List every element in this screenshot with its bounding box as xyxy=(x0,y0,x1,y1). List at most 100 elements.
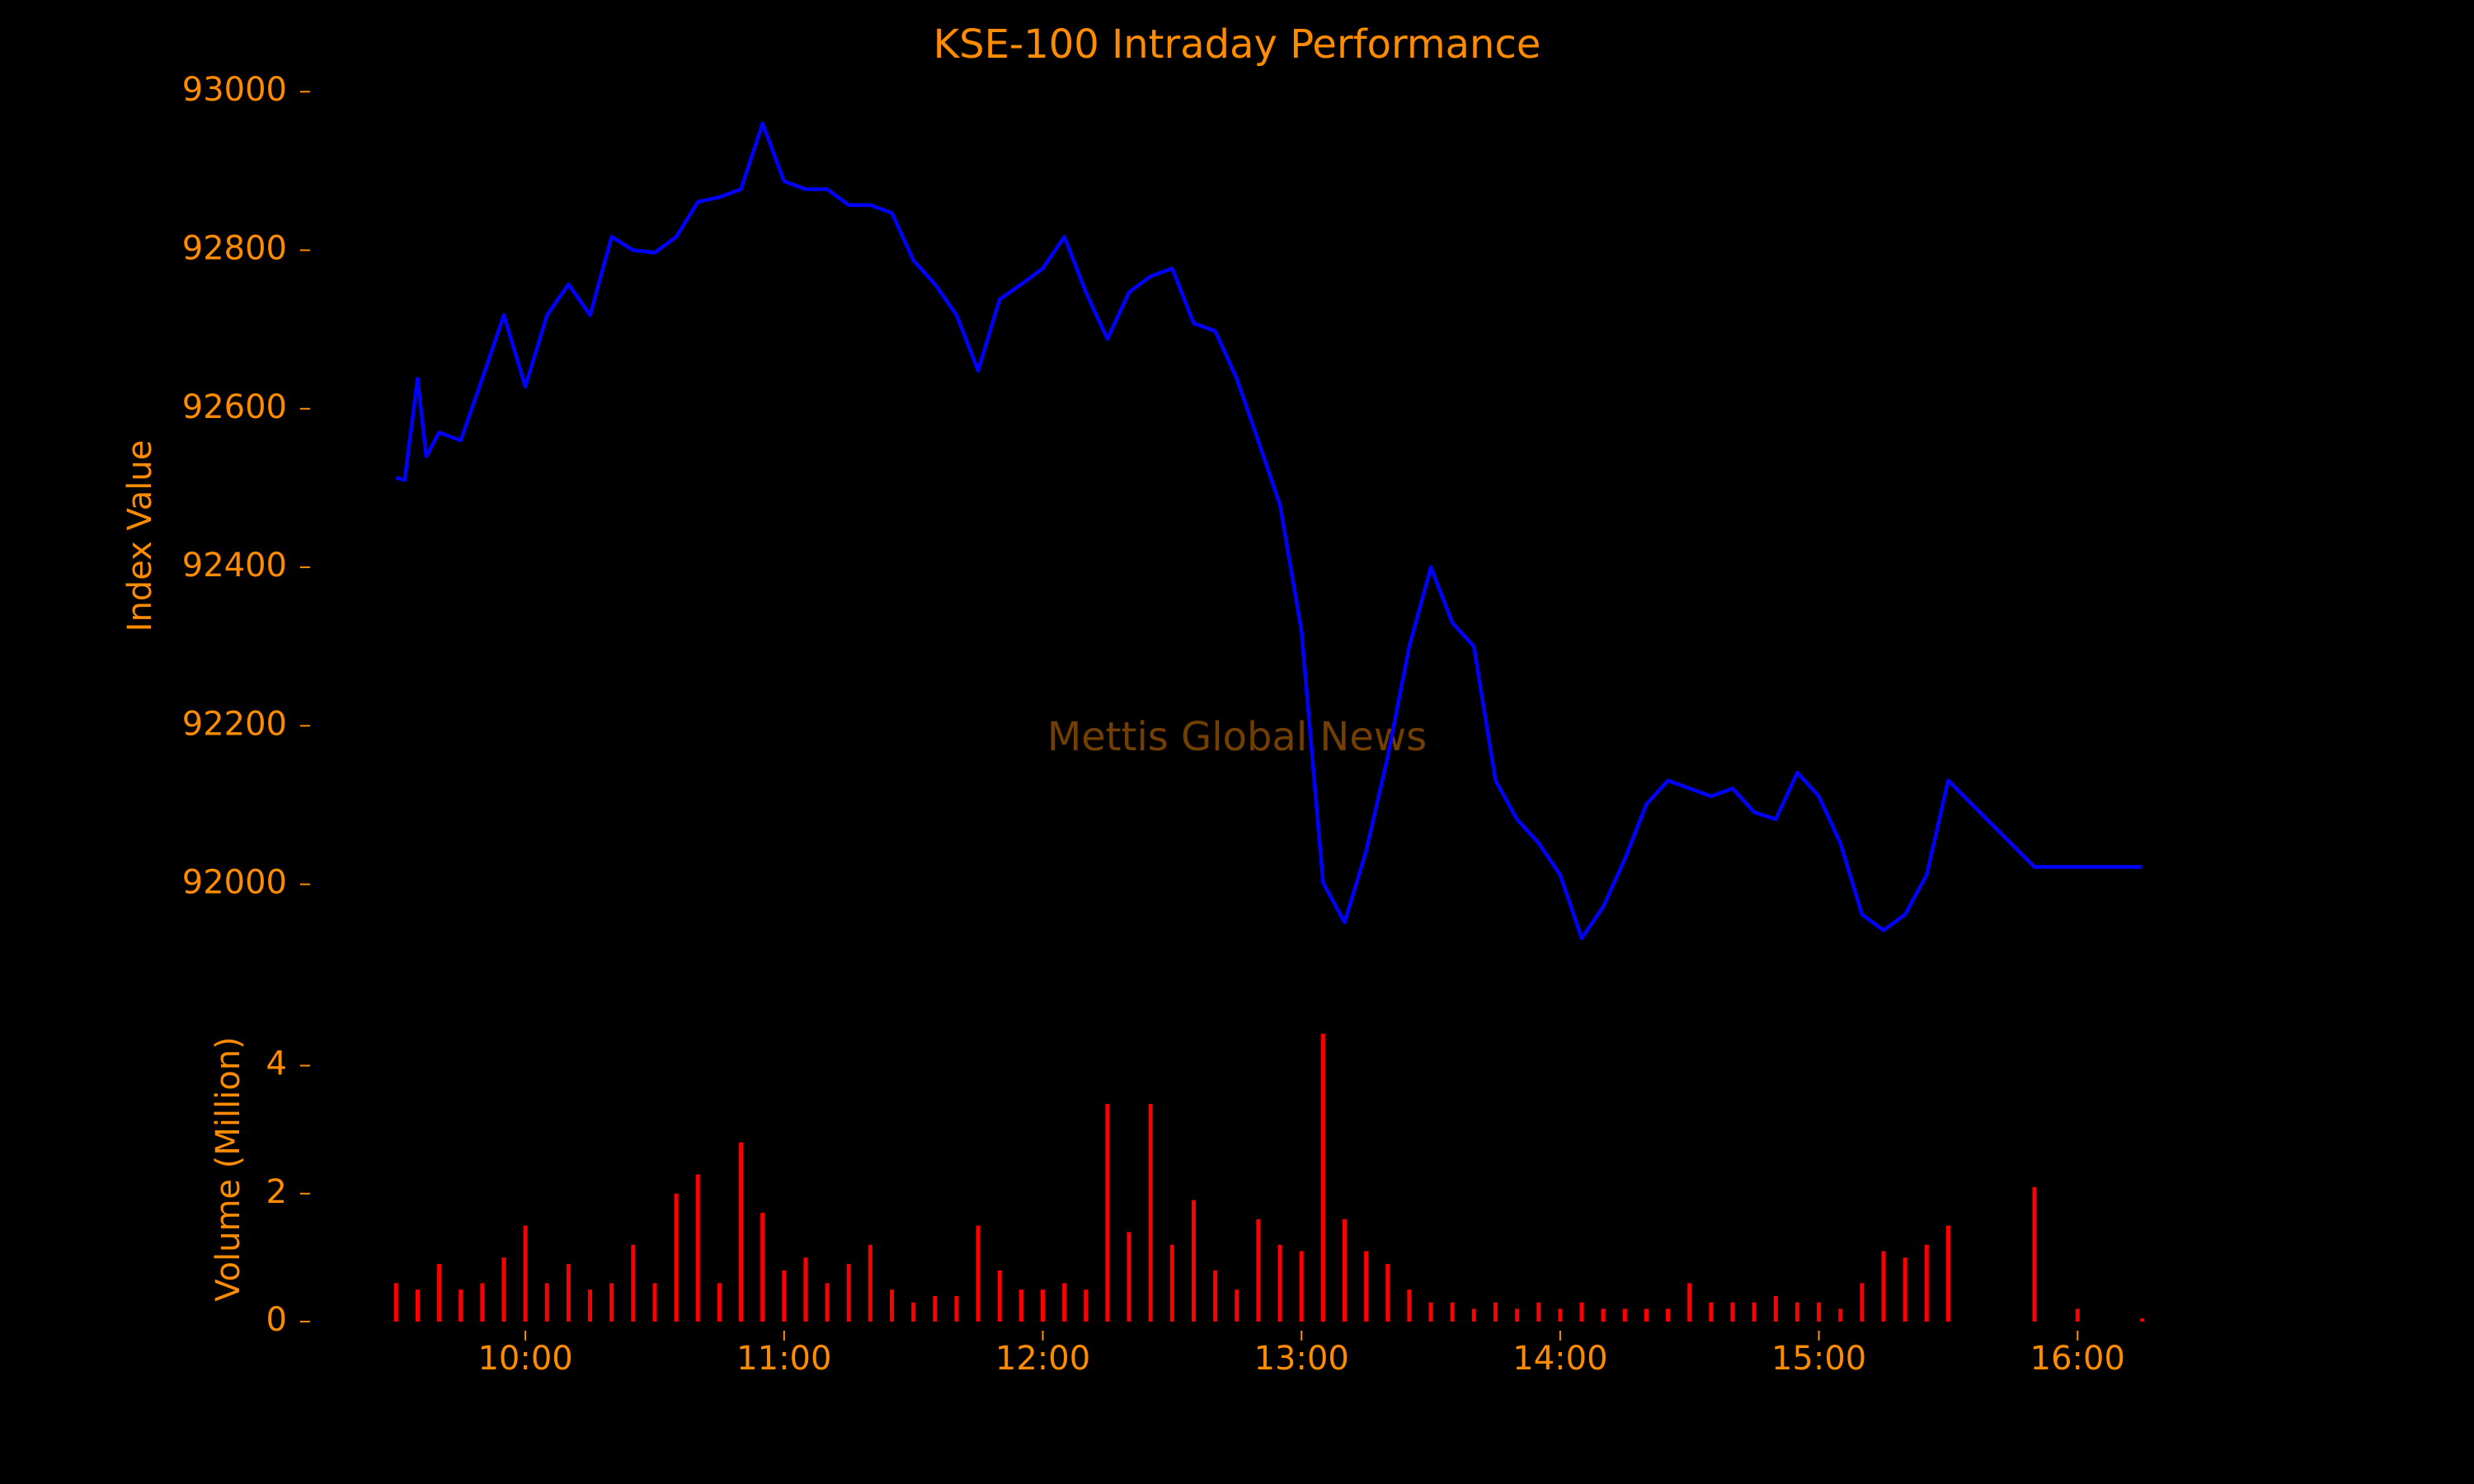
volume-bar xyxy=(997,1270,1002,1322)
volume-bar xyxy=(739,1142,744,1322)
volume-bar xyxy=(954,1295,959,1322)
volume-bar xyxy=(393,1283,398,1322)
volume-bar xyxy=(1536,1302,1541,1322)
x-tick-label: 11:00 xyxy=(736,1340,831,1378)
volume-bar xyxy=(1493,1302,1498,1322)
volume-bar xyxy=(1666,1308,1671,1322)
volume-bar xyxy=(890,1289,895,1322)
volume-bar xyxy=(1148,1104,1153,1322)
volume-bar xyxy=(1752,1302,1757,1322)
volume-bar xyxy=(1579,1302,1584,1322)
volume-bar xyxy=(1730,1302,1735,1322)
volume-bar xyxy=(933,1295,938,1322)
x-tick-label: 13:00 xyxy=(1254,1340,1349,1378)
volume-bar xyxy=(480,1283,485,1322)
volume-bar xyxy=(1687,1283,1692,1322)
volume-bar xyxy=(1213,1270,1218,1322)
volume-bar xyxy=(437,1264,442,1322)
y-tick-label: 0 xyxy=(266,1301,287,1339)
volume-bar xyxy=(1860,1283,1865,1322)
volume-bar xyxy=(2032,1187,2037,1322)
volume-bar xyxy=(1320,1033,1325,1322)
volume-bar xyxy=(609,1283,614,1322)
y-tick-label: 92600 xyxy=(182,388,287,426)
volume-bar xyxy=(1924,1244,1929,1322)
volume-bar xyxy=(1644,1308,1649,1322)
x-tick-label: 12:00 xyxy=(995,1340,1090,1378)
volume-bar xyxy=(825,1283,830,1322)
volume-bar xyxy=(1385,1264,1390,1322)
volume-bar xyxy=(1838,1308,1843,1322)
y-tick-label: 93000 xyxy=(182,71,287,109)
volume-bar xyxy=(1471,1308,1476,1322)
y-axis-label: Volume (Million) xyxy=(209,1036,247,1301)
volume-bar xyxy=(1903,1257,1907,1322)
y-axis-label: Index Value xyxy=(121,440,159,632)
volume-bar xyxy=(501,1257,506,1322)
volume-bar xyxy=(1235,1289,1239,1322)
watermark: Mettis Global News xyxy=(1047,714,1427,760)
volume-bar xyxy=(2140,1318,2145,1322)
y-tick-label: 4 xyxy=(266,1045,287,1083)
volume-bar xyxy=(1169,1244,1174,1322)
volume-bar xyxy=(803,1257,808,1322)
volume-bar xyxy=(1277,1244,1282,1322)
volume-bar xyxy=(566,1264,571,1322)
volume-bar xyxy=(1126,1232,1131,1322)
volume-bar xyxy=(631,1244,636,1322)
volume-bar xyxy=(846,1264,851,1322)
x-tick-label: 14:00 xyxy=(1512,1340,1607,1378)
volume-bar xyxy=(1794,1302,1799,1322)
volume-bar xyxy=(1018,1289,1023,1322)
volume-bar xyxy=(1299,1251,1304,1322)
y-tick-label: 92000 xyxy=(182,864,287,902)
volume-bar xyxy=(1709,1302,1714,1322)
volume-bar xyxy=(1622,1308,1627,1322)
volume-bar xyxy=(1192,1200,1197,1322)
volume-bar xyxy=(1364,1251,1369,1322)
volume-bar xyxy=(1558,1308,1563,1322)
volume-bar xyxy=(1601,1308,1606,1322)
x-tick-label: 15:00 xyxy=(1771,1340,1866,1378)
x-tick-label: 16:00 xyxy=(2030,1340,2125,1378)
volume-bar xyxy=(1256,1219,1261,1322)
y-tick-label: 2 xyxy=(266,1173,287,1211)
volume-bar xyxy=(1773,1295,1778,1322)
y-tick-label: 92800 xyxy=(182,230,287,268)
volume-bar xyxy=(544,1283,549,1322)
volume-bar xyxy=(1428,1302,1433,1322)
x-tick-label: 10:00 xyxy=(477,1340,572,1378)
volume-bar xyxy=(1881,1251,1886,1322)
index-line xyxy=(395,121,2142,941)
volume-bar xyxy=(1084,1289,1089,1322)
volume-bar xyxy=(1342,1219,1347,1322)
volume-bar xyxy=(868,1244,872,1322)
chart-title: KSE-100 Intraday Performance xyxy=(934,21,1541,68)
volume-bar xyxy=(459,1289,463,1322)
volume-bar xyxy=(415,1289,420,1322)
volume-bar xyxy=(911,1302,916,1322)
volume-bar xyxy=(2075,1308,2080,1322)
volume-bar xyxy=(674,1193,679,1322)
volume-bar xyxy=(1945,1225,1950,1322)
volume-bar xyxy=(717,1283,722,1322)
volume-bar xyxy=(1450,1302,1455,1322)
volume-bar xyxy=(976,1225,981,1322)
volume-bar xyxy=(588,1289,593,1322)
volume-bar xyxy=(1817,1302,1822,1322)
volume-bar xyxy=(1407,1289,1412,1322)
volume-bar xyxy=(1515,1308,1520,1322)
volume-bar xyxy=(760,1213,765,1322)
volume-bar xyxy=(1062,1283,1067,1322)
y-tick-label: 92200 xyxy=(182,705,287,743)
volume-bar xyxy=(523,1225,528,1322)
y-tick-label: 92400 xyxy=(182,547,287,585)
volume-bar xyxy=(782,1270,787,1322)
volume-bar xyxy=(1105,1104,1110,1322)
volume-bar xyxy=(695,1174,700,1322)
volume-bar xyxy=(652,1283,657,1322)
volume-bar xyxy=(1041,1289,1046,1322)
